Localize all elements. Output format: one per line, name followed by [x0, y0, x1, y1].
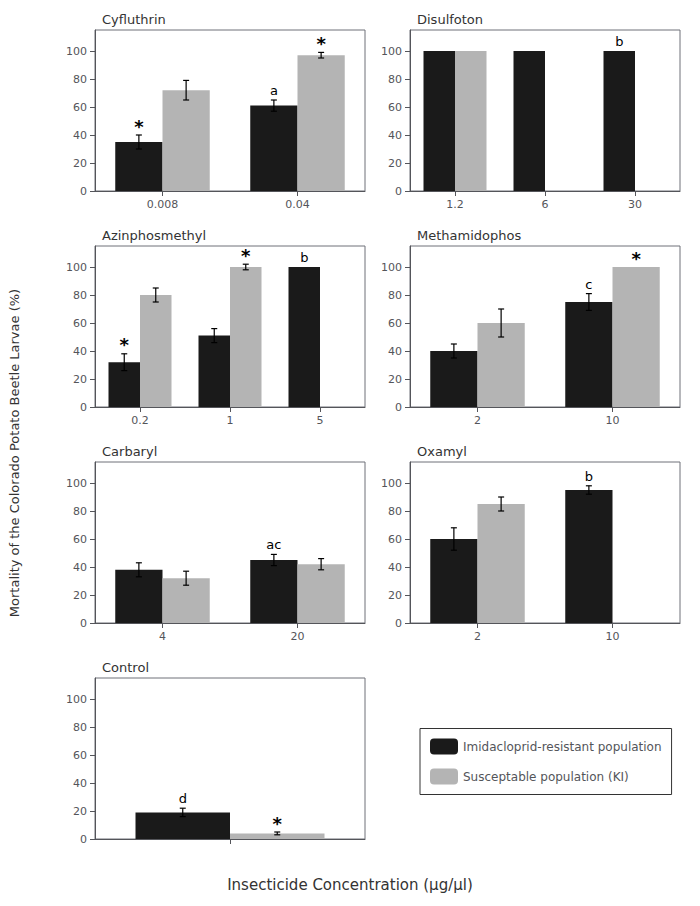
svg-text:40: 40	[388, 129, 402, 142]
svg-text:100: 100	[381, 477, 402, 490]
svg-text:Azinphosmethyl: Azinphosmethyl	[102, 228, 206, 243]
svg-text:60: 60	[388, 533, 402, 546]
svg-text:c: c	[585, 277, 592, 292]
svg-text:20: 20	[388, 373, 402, 386]
svg-text:Insecticide Concentration (μg/: Insecticide Concentration (μg/μl)	[227, 876, 473, 894]
svg-text:0.2: 0.2	[131, 414, 149, 427]
svg-text:4: 4	[159, 630, 166, 643]
svg-text:60: 60	[388, 101, 402, 114]
svg-text:20: 20	[73, 805, 87, 818]
svg-text:b: b	[615, 34, 623, 49]
svg-text:0: 0	[80, 185, 87, 198]
svg-text:0: 0	[395, 185, 402, 198]
svg-text:20: 20	[388, 157, 402, 170]
svg-text:20: 20	[73, 157, 87, 170]
svg-text:40: 40	[388, 345, 402, 358]
svg-text:20: 20	[388, 589, 402, 602]
svg-text:1.2: 1.2	[446, 198, 464, 211]
svg-text:100: 100	[381, 45, 402, 58]
svg-text:a: a	[270, 83, 278, 98]
svg-text:2: 2	[474, 630, 481, 643]
svg-text:40: 40	[73, 345, 87, 358]
svg-text:0: 0	[80, 401, 87, 414]
svg-text:40: 40	[73, 777, 87, 790]
svg-text:0.04: 0.04	[285, 198, 310, 211]
svg-text:*: *	[631, 248, 641, 269]
svg-text:Susceptable population (KI): Susceptable population (KI)	[463, 770, 629, 784]
svg-text:100: 100	[66, 477, 87, 490]
svg-text:Carbaryl: Carbaryl	[102, 444, 157, 459]
svg-text:*: *	[316, 33, 326, 54]
svg-text:20: 20	[73, 589, 87, 602]
svg-text:0: 0	[395, 401, 402, 414]
svg-text:80: 80	[73, 721, 87, 734]
svg-text:60: 60	[73, 317, 87, 330]
svg-text:*: *	[134, 116, 144, 137]
svg-text:20: 20	[73, 373, 87, 386]
svg-text:100: 100	[66, 45, 87, 58]
svg-text:Control: Control	[102, 660, 149, 675]
svg-text:40: 40	[73, 561, 87, 574]
svg-text:ac: ac	[266, 537, 281, 552]
svg-text:60: 60	[388, 317, 402, 330]
svg-text:d: d	[179, 791, 187, 806]
svg-text:30: 30	[628, 198, 642, 211]
svg-text:20: 20	[291, 630, 305, 643]
svg-text:0: 0	[395, 617, 402, 630]
svg-text:*: *	[241, 245, 251, 266]
svg-text:Methamidophos: Methamidophos	[417, 228, 521, 243]
svg-text:40: 40	[388, 561, 402, 574]
svg-text:0: 0	[80, 617, 87, 630]
svg-text:0.008: 0.008	[147, 198, 179, 211]
svg-text:Cyfluthrin: Cyfluthrin	[102, 12, 166, 27]
svg-text:80: 80	[73, 289, 87, 302]
svg-text:60: 60	[73, 749, 87, 762]
svg-text:80: 80	[73, 73, 87, 86]
svg-text:40: 40	[73, 129, 87, 142]
svg-text:80: 80	[388, 73, 402, 86]
svg-text:80: 80	[73, 505, 87, 518]
svg-text:60: 60	[73, 533, 87, 546]
svg-text:5: 5	[317, 414, 324, 427]
svg-text:80: 80	[388, 289, 402, 302]
svg-text:100: 100	[66, 261, 87, 274]
svg-text:100: 100	[381, 261, 402, 274]
svg-text:Mortality of the Colorado Pota: Mortality of the Colorado Potato Beetle …	[7, 289, 22, 617]
svg-text:6: 6	[542, 198, 549, 211]
svg-text:0: 0	[80, 833, 87, 846]
svg-text:Oxamyl: Oxamyl	[417, 444, 467, 459]
svg-text:*: *	[273, 813, 283, 834]
svg-text:b: b	[300, 250, 308, 265]
svg-text:Disulfoton: Disulfoton	[417, 12, 483, 27]
svg-text:Imidacloprid-resistant populat: Imidacloprid-resistant population	[463, 740, 662, 754]
svg-text:*: *	[120, 334, 130, 355]
svg-text:60: 60	[73, 101, 87, 114]
svg-text:1: 1	[227, 414, 234, 427]
svg-text:b: b	[585, 469, 593, 484]
svg-text:2: 2	[474, 414, 481, 427]
svg-text:100: 100	[66, 693, 87, 706]
svg-text:10: 10	[606, 414, 620, 427]
svg-text:10: 10	[606, 630, 620, 643]
svg-text:80: 80	[388, 505, 402, 518]
